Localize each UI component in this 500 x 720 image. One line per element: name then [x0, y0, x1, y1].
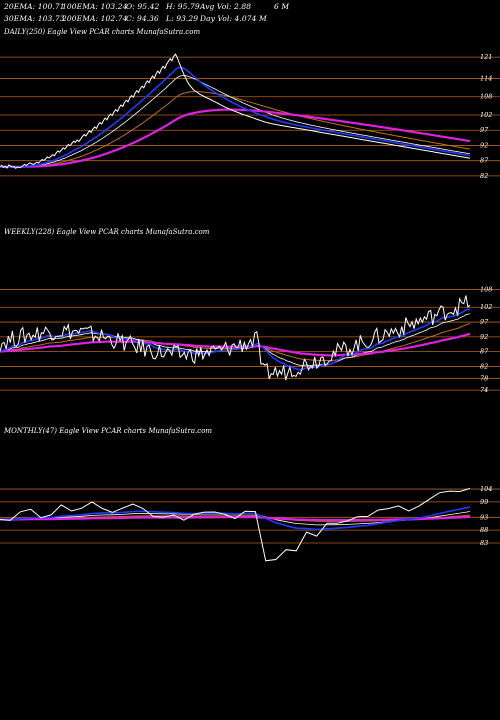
ema-200-line [0, 108, 471, 168]
y-tick-label: 74 [480, 386, 488, 394]
ema-200-line [0, 332, 471, 357]
ema-mid-line [0, 75, 471, 168]
y-tick-label: 82 [480, 362, 488, 370]
monthly-chart: 104 99 93 88 83 [0, 485, 500, 562]
weekly-chart: 108 102 97 92 87 82 78 74 [0, 285, 500, 394]
ema-slow-line [0, 91, 471, 168]
price-line [0, 53, 471, 169]
y-tick-label: 82 [480, 172, 488, 180]
ema30-label: 30EMA: 103.73 [4, 14, 65, 23]
ema-200-line [0, 515, 471, 522]
daily-chart: 121 114 108 102 97 92 87 82 [0, 53, 500, 180]
y-tick-label: 102 [480, 111, 492, 119]
close-label: C: 94.36 [126, 14, 159, 23]
y-tick-label: 97 [480, 318, 489, 326]
ema20-label: 20EMA: 100.71 [4, 2, 65, 11]
y-tick-label: 121 [480, 53, 492, 61]
ema-fast-line [0, 308, 471, 371]
y-tick-label: 78 [480, 374, 488, 382]
monthly-panel-title: MONTHLY(47) Eagle View PCAR charts Munaf… [4, 427, 213, 435]
ema200-label: 200EMA: 102.74 [62, 14, 128, 23]
y-tick-label: 87 [480, 348, 489, 356]
ema-fast-line [0, 506, 471, 531]
y-tick-label: 92 [480, 333, 488, 341]
y-tick-label: 108 [480, 285, 492, 293]
ema-slow-line [0, 323, 471, 362]
avg-vol-label: Avg Vol: 2.88 [200, 2, 252, 11]
avg-vol-unit: 6 M [274, 2, 290, 11]
y-tick-label: 92 [480, 141, 488, 149]
y-tick-label: 97 [480, 126, 489, 134]
y-tick-label: 108 [480, 93, 492, 101]
ema100-label: 100EMA: 103.24 [62, 2, 128, 11]
low-label: L: 93.29 [166, 14, 199, 23]
day-vol-label: Day Vol: 4.074 M [200, 14, 267, 23]
daily-panel-title: DAILY(250) Eagle View PCAR charts Munafa… [4, 28, 201, 36]
weekly-panel-title: WEEKLY(228) Eagle View PCAR charts Munaf… [4, 228, 210, 236]
ema-mid-line [0, 313, 471, 367]
price-line [0, 295, 471, 381]
y-tick-label: 88 [480, 526, 488, 534]
ema-fast-line [0, 66, 471, 168]
y-tick-label: 99 [480, 498, 488, 506]
y-tick-label: 83 [480, 539, 488, 547]
y-tick-label: 104 [480, 485, 492, 493]
y-tick-label: 93 [480, 513, 488, 521]
y-tick-label: 114 [480, 74, 492, 82]
open-label: O: 95.42 [126, 2, 160, 11]
y-tick-label: 102 [480, 303, 492, 311]
y-tick-label: 87 [480, 157, 489, 165]
high-label: H: 95.79 [166, 2, 200, 11]
price-line [0, 487, 471, 562]
